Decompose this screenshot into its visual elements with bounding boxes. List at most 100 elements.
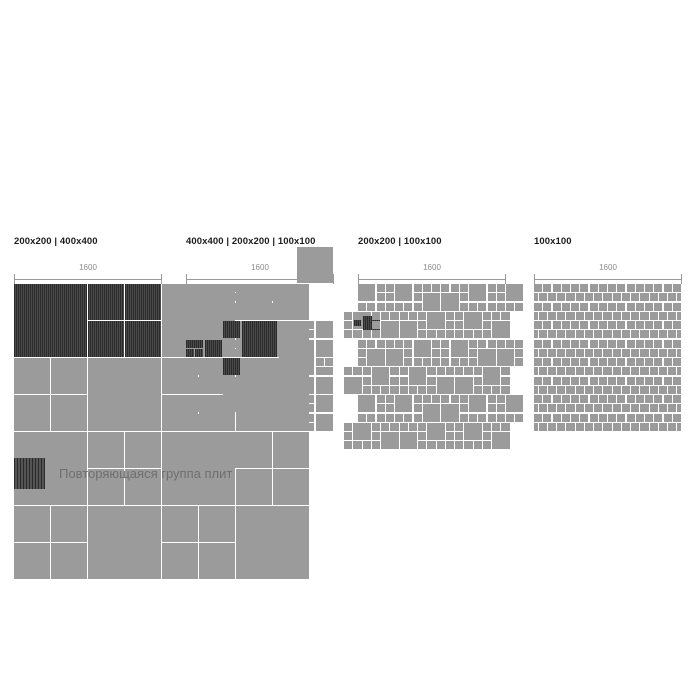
tile-100: [404, 413, 413, 422]
tile-100: [663, 321, 672, 330]
tile-100: [543, 413, 552, 422]
tile-100: [654, 376, 663, 385]
tile-100: [469, 358, 478, 367]
tile-100: [344, 311, 353, 320]
tile-100: [621, 422, 631, 431]
tile-100: [395, 413, 404, 422]
tile: [186, 413, 204, 431]
tile-100: [432, 339, 441, 348]
tile-100: [543, 321, 552, 330]
tile-100: [589, 302, 598, 311]
tile-100: [612, 385, 621, 394]
tile-100: [344, 367, 353, 376]
tile-100: [427, 441, 436, 450]
tile-100: [427, 385, 436, 394]
tile-100: [677, 293, 681, 302]
tile-100: [617, 302, 626, 311]
tile-100: [621, 385, 631, 394]
tile-100: [469, 302, 478, 311]
panel-title: 400x400 | 200x200 | 100x100: [186, 236, 316, 247]
tile-100: [561, 339, 570, 348]
tile: [204, 367, 222, 376]
tile: [223, 293, 232, 302]
tile-100: [594, 348, 603, 357]
dimension-tick-left: [534, 274, 535, 284]
tile-100: [584, 385, 594, 394]
tile-100: [603, 311, 612, 320]
tile-100: [677, 348, 681, 357]
tile-100: [496, 404, 505, 413]
tile: [232, 293, 241, 302]
tile-100: [584, 311, 594, 320]
tile-200: [427, 311, 445, 330]
tile-100: [608, 358, 617, 367]
tile-200: [464, 311, 482, 330]
tile-100: [571, 395, 580, 404]
tile-100: [534, 321, 543, 330]
tile-100: [459, 413, 468, 422]
tile-100: [543, 376, 552, 385]
tile: [297, 330, 315, 339]
legend-label: Повторяющаяся группа плит: [59, 466, 233, 481]
tile-100: [418, 330, 427, 339]
tile-100: [649, 311, 658, 320]
tile-100: [672, 395, 681, 404]
tile-200: [381, 432, 399, 450]
tile-100: [603, 422, 612, 431]
tile-100: [594, 385, 603, 394]
dimension-label: 1600: [423, 263, 441, 272]
tile-repeating-group: [125, 321, 161, 357]
tile-100: [589, 358, 598, 367]
tile-100: [482, 422, 492, 431]
tile-100: [668, 367, 677, 376]
tile-100: [459, 395, 468, 404]
tile-100: [385, 284, 394, 293]
tile: [125, 432, 161, 468]
tile-100: [566, 330, 575, 339]
tile: [125, 469, 161, 505]
tile: [315, 358, 324, 367]
tile-100: [603, 367, 612, 376]
tile-100: [649, 330, 658, 339]
tile-100: [538, 293, 547, 302]
tile-100: [344, 321, 353, 330]
tile: [223, 376, 259, 413]
tile-100: [547, 348, 557, 357]
tile-100: [358, 348, 367, 357]
tile: [278, 413, 296, 431]
tile-200: [344, 376, 362, 394]
tile: [315, 413, 333, 431]
tile-100: [450, 358, 459, 367]
tile-100: [575, 293, 584, 302]
tile-100: [640, 311, 649, 320]
tile-100: [427, 330, 436, 339]
tile: [241, 358, 259, 376]
tile-100: [492, 385, 501, 394]
tile-100: [658, 293, 668, 302]
tile-100: [358, 358, 367, 367]
tile-100: [561, 284, 570, 293]
tile: [287, 284, 296, 293]
tile-100: [367, 413, 376, 422]
tile-repeating-group: [125, 284, 161, 320]
tile-100: [617, 413, 626, 422]
tile-100: [612, 311, 621, 320]
tile: [204, 376, 222, 394]
tile-100: [427, 376, 436, 385]
tile-100: [598, 284, 607, 293]
panel-tile-layout-2: 400x400 | 200x200 | 100x100 1600: [186, 236, 334, 468]
tile: [223, 339, 232, 348]
tile-100: [658, 385, 668, 394]
tile-repeating-group: [204, 339, 222, 357]
tile-100: [566, 311, 575, 320]
tile-100: [580, 358, 589, 367]
tile: [250, 413, 259, 422]
tile-100: [413, 358, 422, 367]
tile-100: [501, 385, 510, 394]
tile-100: [534, 367, 538, 376]
tile-100: [534, 376, 543, 385]
tile-100: [473, 385, 482, 394]
tile-100: [445, 441, 455, 450]
dimension-tick-left: [186, 274, 187, 284]
tile-100: [631, 404, 640, 413]
